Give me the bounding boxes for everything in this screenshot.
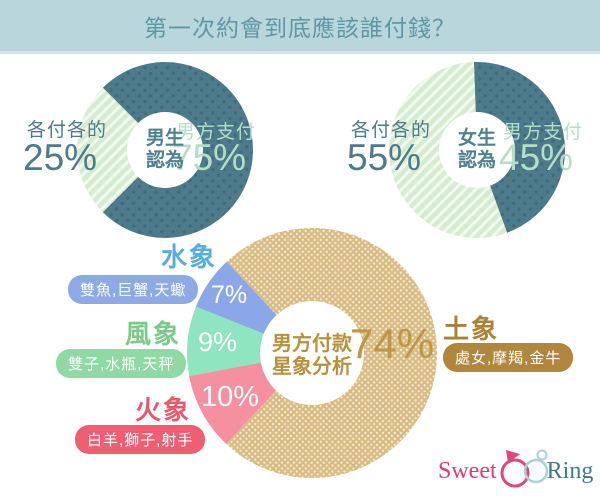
fire-label: 火象 [135, 395, 192, 425]
logo-text-sweet: Sweet [438, 457, 497, 484]
women-pays-label: 男方支付 [503, 122, 584, 143]
zodiac-chart-center-label: 男方付款 星象分析 [272, 333, 352, 378]
air-signs-badge: 雙子,水瓶,天秤 [56, 349, 187, 378]
men-chart-center-label: 男生 認為 [145, 128, 184, 171]
air-label: 風象 [125, 319, 182, 349]
men-donut-chart [77, 62, 253, 238]
slice-men-1 [77, 87, 165, 213]
men-pays-label: 男方支付 [176, 122, 257, 143]
sweetring-logo: Sweet Ring [438, 443, 599, 491]
earth-percent: 74% [350, 320, 435, 367]
fire-signs-badge: 白羊,獅子,射手 [75, 425, 206, 454]
page-title: 第一次約會到底應該誰付錢？ [144, 14, 456, 41]
title-bar: 第一次約會到底應該誰付錢？ [0, 0, 600, 54]
women-pays-percent: 45% [499, 137, 574, 178]
women-chart-center-label: 女生 認為 [457, 128, 496, 171]
men-split-percent: 25% [23, 137, 98, 178]
women-donut-chart [389, 62, 565, 238]
fire-percent: 10% [201, 381, 260, 413]
rings-icon [500, 449, 548, 488]
earth-label: 土象 [443, 314, 500, 344]
logo-text-ring: Ring [546, 457, 594, 484]
men-pays-percent: 75% [172, 137, 247, 178]
slice-women-0 [473, 62, 565, 233]
water-label: 水象 [161, 242, 218, 272]
water-percent: 7% [211, 281, 248, 309]
women-split-label: 各付各的 [351, 120, 432, 141]
women-split-percent: 55% [347, 137, 422, 178]
men-split-label: 各付各的 [27, 120, 108, 141]
water-signs-badge: 雙魚,巨蟹,天蠍 [68, 275, 199, 304]
zodiac-donut-chart [187, 228, 437, 478]
earth-signs-badge: 處女,摩羯,金牛 [443, 343, 574, 372]
air-percent: 9% [198, 327, 238, 357]
